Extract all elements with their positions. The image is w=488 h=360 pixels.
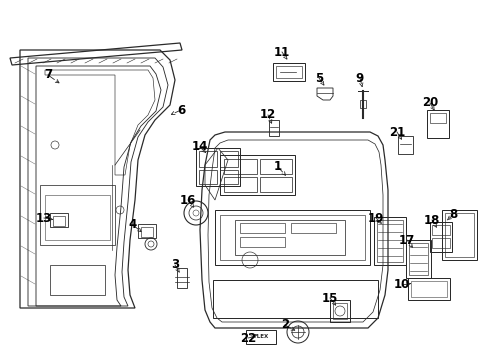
- Text: 18: 18: [423, 213, 439, 226]
- Bar: [431, 238, 449, 248]
- Bar: [235, 220, 345, 255]
- Text: 15: 15: [321, 292, 338, 305]
- Bar: [429, 222, 451, 252]
- Bar: [429, 113, 445, 123]
- Bar: [45, 195, 110, 240]
- Text: 4: 4: [129, 219, 137, 231]
- Bar: [196, 148, 240, 186]
- Bar: [359, 100, 365, 108]
- Bar: [376, 220, 402, 262]
- Bar: [397, 136, 412, 154]
- Text: 9: 9: [355, 72, 364, 85]
- Text: FLEX: FLEX: [253, 334, 268, 339]
- Text: 6: 6: [177, 104, 185, 117]
- Bar: [53, 216, 65, 226]
- Bar: [220, 170, 238, 184]
- Bar: [268, 120, 279, 136]
- Bar: [332, 303, 346, 319]
- Bar: [220, 155, 294, 195]
- Bar: [444, 213, 473, 257]
- Text: 14: 14: [191, 140, 208, 153]
- Bar: [224, 177, 257, 192]
- Bar: [405, 240, 430, 278]
- Text: 22: 22: [240, 332, 256, 345]
- Text: 17: 17: [398, 234, 414, 247]
- Text: 13: 13: [36, 211, 52, 225]
- Bar: [213, 280, 377, 318]
- Text: 2: 2: [281, 319, 288, 332]
- Bar: [373, 217, 405, 265]
- Bar: [407, 278, 449, 300]
- Text: 7: 7: [44, 68, 52, 81]
- Text: 12: 12: [259, 108, 276, 122]
- Bar: [329, 300, 349, 322]
- Bar: [141, 227, 153, 237]
- Bar: [215, 210, 369, 265]
- Bar: [245, 330, 275, 344]
- Text: 19: 19: [367, 211, 384, 225]
- Bar: [50, 265, 105, 295]
- Bar: [220, 151, 238, 167]
- Bar: [275, 66, 302, 78]
- Bar: [410, 281, 446, 297]
- Bar: [441, 210, 476, 260]
- Text: 3: 3: [171, 258, 179, 271]
- Bar: [431, 225, 449, 235]
- Bar: [177, 268, 186, 288]
- Text: 8: 8: [448, 208, 456, 221]
- Text: 11: 11: [273, 45, 289, 58]
- Bar: [240, 223, 285, 233]
- Text: 21: 21: [388, 126, 404, 139]
- Bar: [408, 243, 427, 275]
- Bar: [290, 223, 335, 233]
- Bar: [426, 110, 448, 138]
- Bar: [50, 213, 68, 227]
- Bar: [199, 170, 217, 184]
- Bar: [199, 151, 217, 167]
- Bar: [40, 185, 115, 245]
- Text: 1: 1: [273, 161, 282, 174]
- Text: 5: 5: [314, 72, 323, 85]
- Bar: [240, 237, 285, 247]
- Bar: [138, 224, 156, 238]
- Bar: [272, 63, 305, 81]
- Text: 16: 16: [180, 194, 196, 207]
- Bar: [260, 159, 291, 174]
- Bar: [224, 159, 257, 174]
- Bar: [220, 215, 364, 260]
- Text: 20: 20: [421, 96, 437, 109]
- Bar: [260, 177, 291, 192]
- Text: 10: 10: [393, 279, 409, 292]
